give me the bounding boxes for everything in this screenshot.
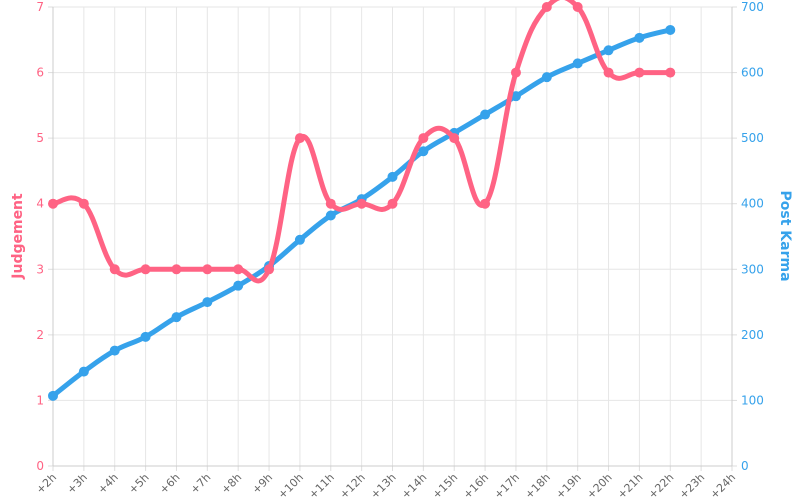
- right-axis-title: Post Karma: [777, 190, 793, 281]
- right-tick-label: 100: [741, 393, 764, 407]
- right-tick-label: 300: [741, 262, 764, 276]
- data-point-post-karma[interactable]: [233, 280, 244, 291]
- grid-lines: [52, 6, 733, 467]
- data-point-post-karma[interactable]: [109, 345, 120, 356]
- x-tick-label: +8h: [219, 471, 245, 497]
- data-point-judgement[interactable]: [603, 67, 614, 78]
- data-point-post-karma[interactable]: [572, 58, 583, 69]
- series-group: [48, 0, 676, 401]
- left-tick-label: 0: [36, 459, 44, 473]
- left-tick-label: 2: [36, 328, 44, 342]
- left-tick-label: 3: [36, 262, 44, 276]
- data-point-judgement[interactable]: [634, 67, 645, 78]
- x-tick-label: +17h: [492, 471, 523, 500]
- data-point-post-karma[interactable]: [140, 331, 151, 342]
- data-point-post-karma[interactable]: [387, 171, 398, 182]
- x-tick-label: +22h: [646, 471, 677, 500]
- data-point-post-karma[interactable]: [48, 390, 58, 401]
- x-tick-label: +2h: [34, 471, 60, 497]
- data-point-judgement[interactable]: [140, 264, 151, 275]
- data-point-judgement[interactable]: [418, 133, 429, 144]
- data-point-post-karma[interactable]: [510, 91, 521, 102]
- x-tick-label: +14h: [399, 471, 430, 500]
- x-tick-label: +15h: [430, 471, 461, 500]
- x-tick-label: +9h: [250, 471, 276, 497]
- x-tick-label: +23h: [677, 471, 708, 500]
- data-point-judgement[interactable]: [294, 133, 305, 144]
- x-tick-label: +5h: [126, 471, 152, 497]
- data-point-post-karma[interactable]: [665, 24, 676, 35]
- data-point-judgement[interactable]: [572, 2, 583, 12]
- data-point-judgement[interactable]: [665, 67, 676, 78]
- x-tick-label: +13h: [368, 471, 399, 500]
- data-point-post-karma[interactable]: [294, 234, 305, 245]
- data-point-judgement[interactable]: [356, 198, 367, 209]
- data-point-post-karma[interactable]: [78, 366, 89, 377]
- right-tick-label: 400: [741, 197, 764, 211]
- data-point-post-karma[interactable]: [418, 146, 429, 157]
- left-tick-label: 4: [36, 197, 44, 211]
- x-tick-label: +20h: [584, 471, 615, 500]
- left-tick-label: 1: [36, 393, 44, 407]
- data-point-judgement[interactable]: [48, 198, 58, 209]
- x-tick-label: +19h: [553, 471, 584, 500]
- data-point-post-karma[interactable]: [480, 109, 491, 120]
- right-axis-ticks: 0 100 200 300 400 500 600 700: [741, 0, 764, 473]
- x-tick-label: +3h: [64, 471, 90, 497]
- data-point-judgement[interactable]: [171, 264, 182, 275]
- left-axis-title: Judgement: [10, 193, 26, 280]
- data-point-judgement[interactable]: [480, 198, 491, 209]
- data-point-post-karma[interactable]: [171, 312, 182, 323]
- data-point-judgement[interactable]: [233, 264, 244, 275]
- x-tick-label: +6h: [157, 471, 183, 497]
- data-point-judgement[interactable]: [78, 198, 89, 209]
- data-point-post-karma[interactable]: [603, 45, 614, 56]
- left-tick-label: 6: [36, 66, 44, 80]
- series-judgement: [48, 0, 676, 284]
- right-tick-label: 700: [741, 0, 764, 14]
- data-point-judgement[interactable]: [325, 198, 336, 209]
- x-tick-label: +12h: [337, 471, 368, 500]
- right-tick-label: 0: [741, 459, 749, 473]
- x-tick-label: +18h: [522, 471, 553, 500]
- x-tick-label: +10h: [275, 471, 306, 500]
- right-tick-label: 600: [741, 66, 764, 80]
- x-tick-label: +11h: [306, 471, 337, 500]
- x-tick-label: +4h: [95, 471, 121, 497]
- left-tick-label: 5: [36, 131, 44, 145]
- data-point-post-karma[interactable]: [634, 32, 645, 43]
- data-point-judgement[interactable]: [202, 264, 213, 275]
- left-axis-ticks: 0 1 2 3 4 5 6 7: [36, 0, 44, 473]
- data-point-judgement[interactable]: [510, 67, 521, 78]
- x-tick-label: +24h: [708, 471, 739, 500]
- x-tick-label: +16h: [461, 471, 492, 500]
- data-point-post-karma[interactable]: [202, 297, 213, 308]
- right-tick-label: 500: [741, 131, 764, 145]
- x-tick-label: +7h: [188, 471, 214, 497]
- data-point-post-karma[interactable]: [325, 210, 336, 221]
- axes: [48, 6, 737, 471]
- x-axis-ticks: +2h +3h +4h +5h +6h +7h +8h +9h +10h +11h +12h +13h…: [34, 471, 739, 500]
- data-point-post-karma[interactable]: [541, 72, 552, 83]
- x-tick-label: +21h: [615, 471, 646, 500]
- data-point-judgement[interactable]: [264, 264, 275, 275]
- data-point-judgement[interactable]: [449, 133, 460, 144]
- left-tick-label: 7: [36, 0, 44, 14]
- data-point-judgement[interactable]: [109, 264, 120, 275]
- data-point-judgement[interactable]: [387, 198, 398, 209]
- data-point-judgement[interactable]: [541, 2, 552, 12]
- right-tick-label: 200: [741, 328, 764, 342]
